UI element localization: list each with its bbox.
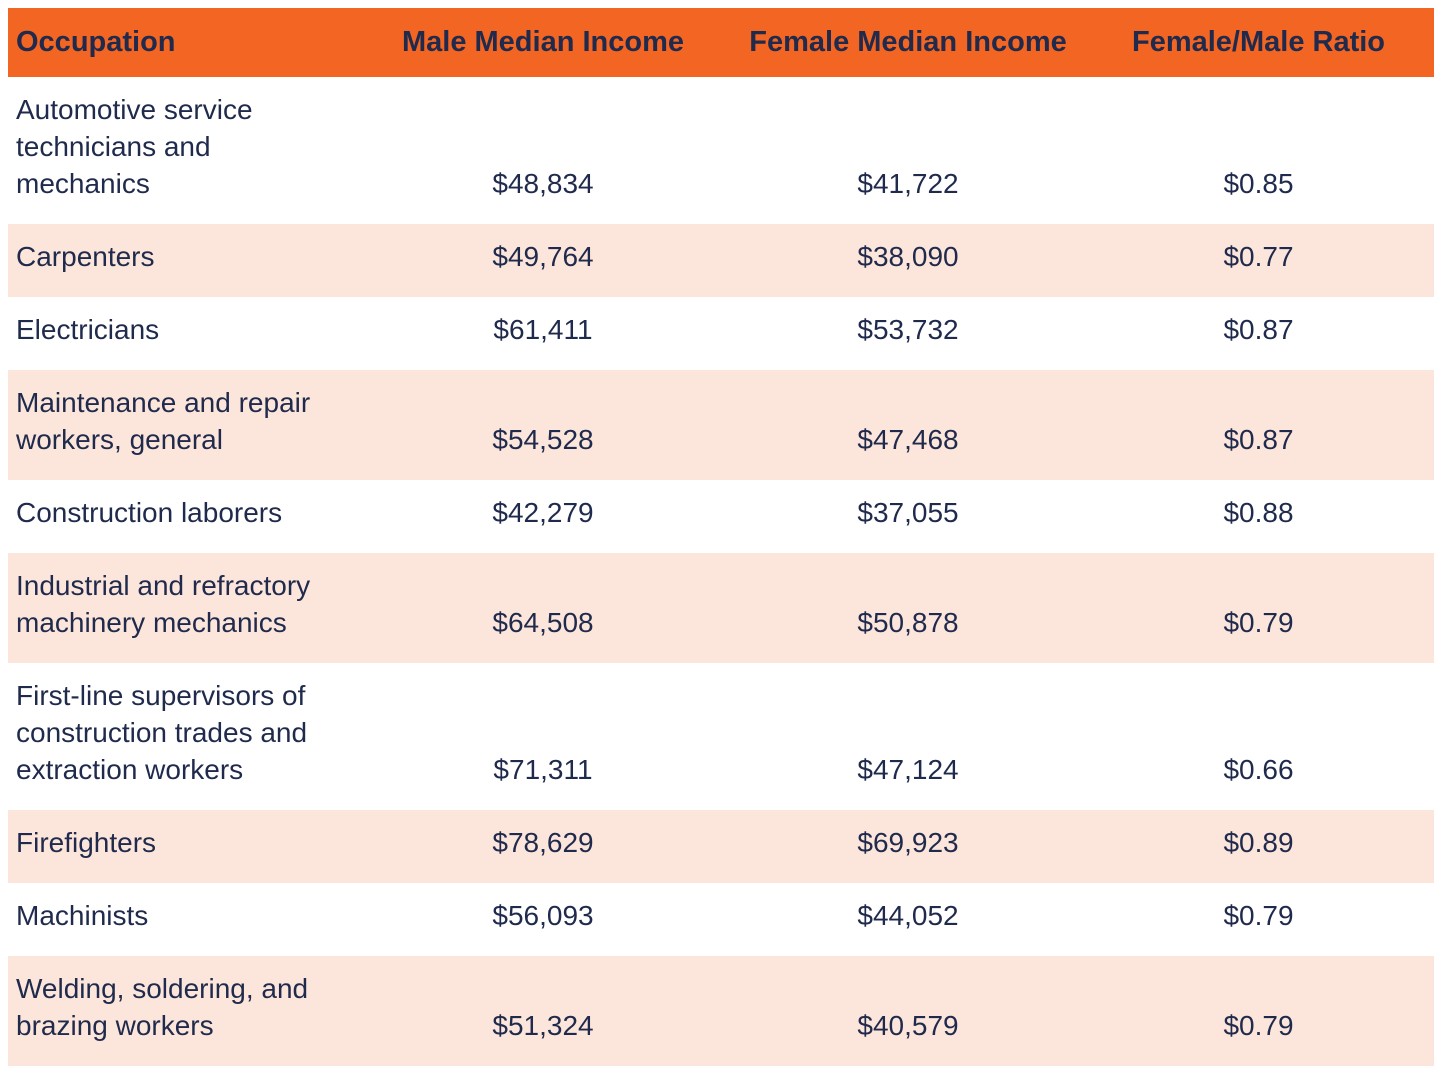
male-income-cell: $48,834 <box>353 77 733 224</box>
male-income-cell: $64,508 <box>353 553 733 663</box>
occupation-cell: Construction laborers <box>8 480 353 553</box>
income-by-occupation-table: Occupation Male Median Income Female Med… <box>8 8 1434 1066</box>
female-income-cell: $53,732 <box>733 297 1083 370</box>
occupation-cell: Welding, soldering, and brazing workers <box>8 956 353 1066</box>
occupation-cell: Electricians <box>8 297 353 370</box>
ratio-cell: $0.66 <box>1083 663 1434 810</box>
ratio-cell: $0.79 <box>1083 883 1434 956</box>
female-income-cell: $50,878 <box>733 553 1083 663</box>
occupation-cell: Industrial and refractory machinery mech… <box>8 553 353 663</box>
table-body: Automotive service technicians and mecha… <box>8 77 1434 1066</box>
male-income-cell: $42,279 <box>353 480 733 553</box>
ratio-cell: $0.79 <box>1083 553 1434 663</box>
occupation-cell: Firefighters <box>8 810 353 883</box>
table-row: Machinists $56,093 $44,052 $0.79 <box>8 883 1434 956</box>
column-header-occupation: Occupation <box>8 8 353 77</box>
occupation-cell: First-line supervisors of construction t… <box>8 663 353 810</box>
income-table-container: Occupation Male Median Income Female Med… <box>8 8 1434 1066</box>
female-income-cell: $40,579 <box>733 956 1083 1066</box>
occupation-cell: Machinists <box>8 883 353 956</box>
table-row: Industrial and refractory machinery mech… <box>8 553 1434 663</box>
occupation-cell: Automotive service technicians and mecha… <box>8 77 353 224</box>
table-row: Construction laborers $42,279 $37,055 $0.88 <box>8 480 1434 553</box>
table-row: Firefighters $78,629 $69,923 $0.89 <box>8 810 1434 883</box>
male-income-cell: $49,764 <box>353 224 733 297</box>
column-header-female-male-ratio: Female/Male Ratio <box>1083 8 1434 77</box>
table-row: Automotive service technicians and mecha… <box>8 77 1434 224</box>
female-income-cell: $37,055 <box>733 480 1083 553</box>
female-income-cell: $69,923 <box>733 810 1083 883</box>
female-income-cell: $44,052 <box>733 883 1083 956</box>
male-income-cell: $54,528 <box>353 370 733 480</box>
female-income-cell: $38,090 <box>733 224 1083 297</box>
ratio-cell: $0.88 <box>1083 480 1434 553</box>
male-income-cell: $51,324 <box>353 956 733 1066</box>
ratio-cell: $0.77 <box>1083 224 1434 297</box>
table-row: First-line supervisors of construction t… <box>8 663 1434 810</box>
ratio-cell: $0.87 <box>1083 370 1434 480</box>
female-income-cell: $41,722 <box>733 77 1083 224</box>
male-income-cell: $78,629 <box>353 810 733 883</box>
ratio-cell: $0.89 <box>1083 810 1434 883</box>
ratio-cell: $0.85 <box>1083 77 1434 224</box>
header-row: Occupation Male Median Income Female Med… <box>8 8 1434 77</box>
male-income-cell: $71,311 <box>353 663 733 810</box>
table-header: Occupation Male Median Income Female Med… <box>8 8 1434 77</box>
occupation-cell: Carpenters <box>8 224 353 297</box>
female-income-cell: $47,124 <box>733 663 1083 810</box>
ratio-cell: $0.79 <box>1083 956 1434 1066</box>
table-row: Welding, soldering, and brazing workers $… <box>8 956 1434 1066</box>
male-income-cell: $61,411 <box>353 297 733 370</box>
ratio-cell: $0.87 <box>1083 297 1434 370</box>
occupation-cell: Maintenance and repair workers, general <box>8 370 353 480</box>
table-row: Maintenance and repair workers, general $… <box>8 370 1434 480</box>
male-income-cell: $56,093 <box>353 883 733 956</box>
female-income-cell: $47,468 <box>733 370 1083 480</box>
column-header-male-median-income: Male Median Income <box>353 8 733 77</box>
table-row: Carpenters $49,764 $38,090 $0.77 <box>8 224 1434 297</box>
table-row: Electricians $61,411 $53,732 $0.87 <box>8 297 1434 370</box>
column-header-female-median-income: Female Median Income <box>733 8 1083 77</box>
